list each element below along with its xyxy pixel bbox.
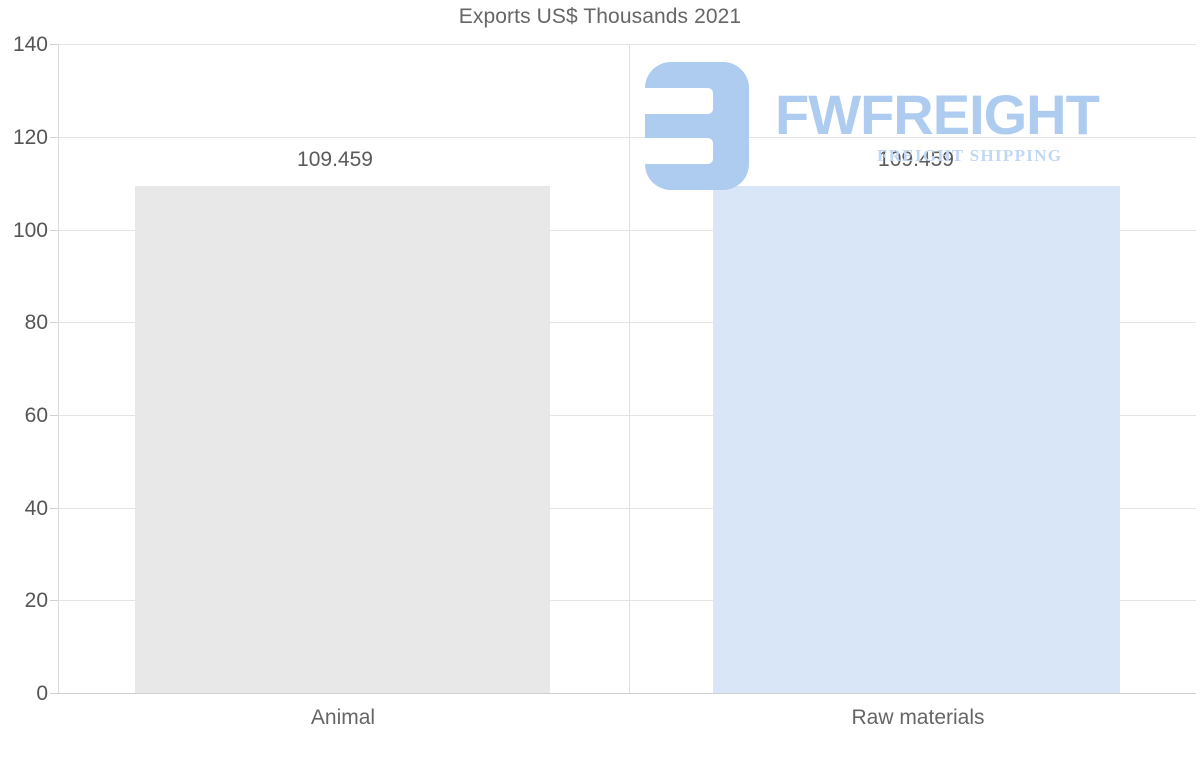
y-axis-tick-label-120: 120 [12, 126, 48, 149]
gridline-horizontal [58, 600, 1196, 601]
y-axis-line [58, 44, 59, 693]
bar-animal[interactable] [135, 186, 550, 693]
bar-value-label-animal: 109.459 [297, 148, 373, 171]
y-axis-tick-mark [50, 600, 58, 601]
y-axis-tick-label-100: 100 [12, 219, 48, 242]
y-axis-tick-label-40: 40 [24, 497, 48, 520]
x-axis-category-label-raw-materials: Raw materials [851, 706, 985, 729]
y-axis-tick-mark [50, 415, 58, 416]
plot-area [58, 44, 1196, 693]
gridline-vertical [629, 44, 630, 693]
y-axis-tick-label-60: 60 [24, 404, 48, 427]
y-axis-tick-mark [50, 44, 58, 45]
y-axis-tick-mark [50, 137, 58, 138]
x-axis-line [58, 693, 1196, 694]
y-axis-tick-label-140: 140 [12, 33, 48, 56]
y-axis-tick-mark [50, 693, 58, 694]
y-axis-tick-mark [50, 508, 58, 509]
chart-title: Exports US$ Thousands 2021 [458, 5, 742, 28]
gridline-horizontal [58, 137, 1196, 138]
x-axis-category-label-animal: Animal [310, 706, 376, 729]
bar-raw-materials[interactable] [713, 186, 1120, 693]
bar-value-label-raw-materials: 109.459 [878, 148, 954, 171]
gridline-horizontal [58, 415, 1196, 416]
y-axis-tick-mark [50, 230, 58, 231]
gridline-horizontal [58, 322, 1196, 323]
y-axis-tick-label-0: 0 [36, 682, 48, 705]
gridline-horizontal [58, 44, 1196, 45]
y-axis-tick-label-80: 80 [24, 311, 48, 334]
y-axis-tick-label-20: 20 [24, 589, 48, 612]
gridline-horizontal [58, 508, 1196, 509]
y-axis-tick-mark [50, 322, 58, 323]
gridline-horizontal [58, 230, 1196, 231]
